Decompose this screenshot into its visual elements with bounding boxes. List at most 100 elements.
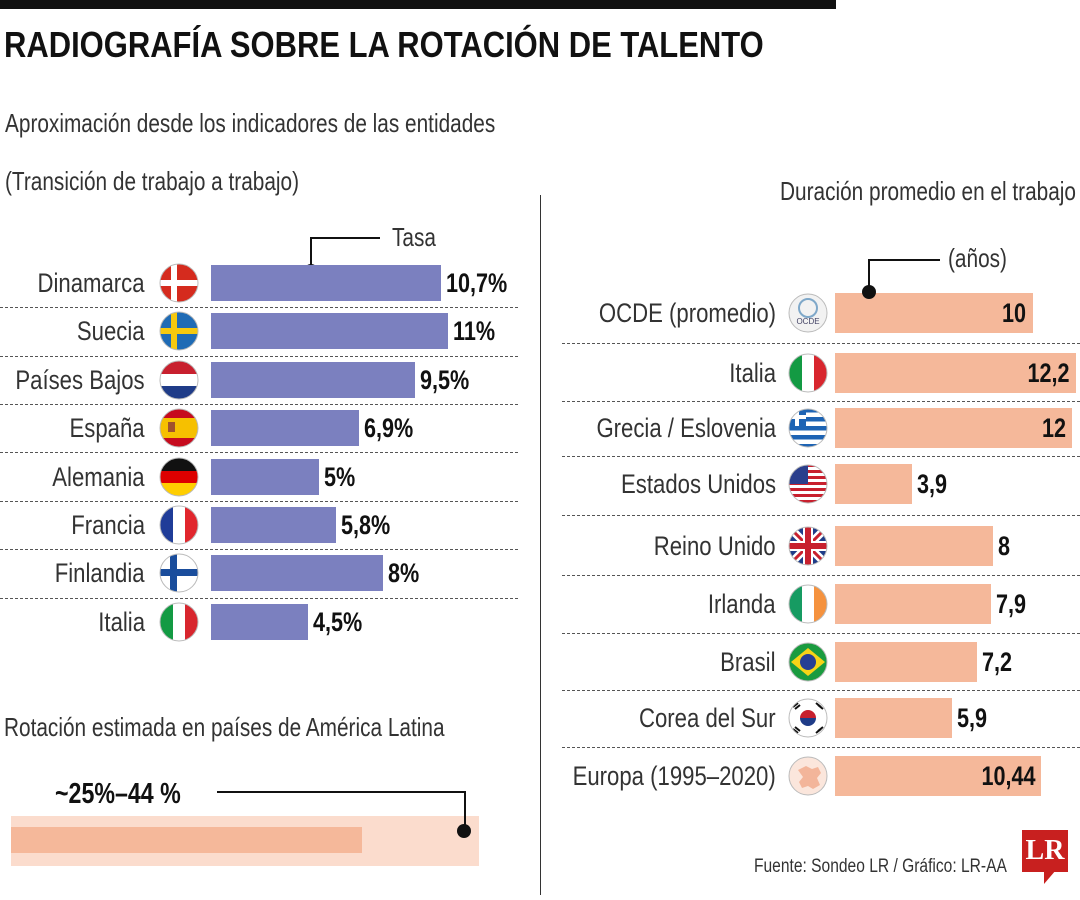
country-label: Finlandia — [55, 558, 145, 589]
latam-title: Rotación estimada en países de América L… — [4, 712, 445, 742]
flag-kr-icon — [788, 698, 828, 738]
country-label: Italia — [98, 606, 145, 637]
flag-br-icon — [788, 642, 828, 682]
country-label: Alemania — [52, 461, 145, 492]
bar — [835, 353, 1076, 393]
left-chart-title: Tasa — [392, 222, 436, 252]
country-label: Estados Unidos — [620, 469, 776, 499]
row-divider — [0, 549, 518, 551]
lr-logo-tail — [1044, 870, 1056, 884]
row-divider — [0, 355, 518, 357]
country-label: Irlanda — [708, 589, 776, 619]
row-divider — [562, 575, 1080, 576]
subtitle: Aproximación desde los indicadores de la… — [5, 108, 496, 138]
row-divider — [562, 343, 1080, 344]
svg-text:OCDE: OCDE — [796, 317, 819, 326]
value-label: 8 — [998, 531, 1011, 561]
country-label: Europa (1995–2020) — [572, 761, 776, 791]
divider — [540, 195, 541, 895]
latam-label: ~25%–44 % — [55, 778, 181, 810]
row-divider — [0, 307, 518, 309]
country-label: Francia — [71, 510, 145, 540]
country-label: Dinamarca — [37, 268, 145, 298]
value-label: 7,9 — [996, 589, 1027, 619]
row-divider — [562, 633, 1080, 634]
leader-line — [464, 791, 466, 829]
country-label: España — [69, 413, 145, 444]
value-label: 5% — [323, 461, 355, 492]
value-label: 3,9 — [917, 469, 948, 499]
bar — [211, 410, 360, 447]
leader-line — [310, 237, 380, 239]
row-divider — [0, 404, 518, 405]
flag-it-icon — [788, 353, 828, 393]
top-rule — [0, 0, 836, 9]
row-divider — [562, 456, 1080, 457]
value-label: 12,2 — [1027, 358, 1070, 388]
row-divider — [0, 452, 518, 454]
country-label: Italia — [729, 358, 776, 388]
value-label: 4,5% — [312, 606, 362, 637]
leader-dot — [862, 285, 876, 299]
leader-line — [217, 791, 464, 793]
flag-eu-icon — [788, 756, 828, 796]
country-label: Corea del Sur — [639, 703, 776, 733]
value-label: 10 — [1002, 298, 1027, 328]
country-label: Suecia — [77, 316, 145, 347]
flag-ocde-icon: OCDE — [788, 293, 828, 333]
country-label: Grecia / Eslovenia — [596, 413, 776, 443]
bar — [211, 313, 448, 350]
value-label: 9,5% — [420, 364, 470, 395]
right-chart-unit: (años) — [948, 243, 1007, 273]
bar — [211, 361, 416, 398]
flag-us-icon — [788, 464, 828, 504]
row-divider — [562, 400, 1080, 402]
country-label: Países Bajos — [15, 364, 145, 395]
bar — [835, 584, 992, 624]
page-title: RADIOGRAFÍA SOBRE LA ROTACIÓN DE TALENTO — [4, 24, 764, 65]
bar — [211, 603, 308, 640]
country-label: OCDE (promedio) — [598, 298, 776, 328]
value-label: 10,7% — [446, 268, 508, 298]
flag-gr-icon — [788, 408, 828, 448]
bar — [835, 642, 978, 682]
flag-es-icon — [159, 408, 199, 448]
leader-line — [310, 237, 312, 269]
leader-line — [868, 259, 940, 261]
leader-dot — [457, 824, 471, 838]
flag-nl-icon — [159, 360, 199, 400]
row-divider — [562, 747, 1080, 748]
bar — [835, 698, 952, 738]
flag-se-icon — [159, 311, 199, 351]
row-divider — [0, 597, 518, 599]
value-label: 10,44 — [981, 761, 1036, 791]
flag-it-icon — [159, 602, 199, 642]
bar — [835, 408, 1072, 448]
value-label: 5,9 — [956, 703, 987, 733]
lr-logo: LR — [1022, 830, 1068, 872]
row-divider — [0, 500, 518, 502]
right-chart-title: Duración promedio en el trabajo — [780, 176, 1076, 206]
flag-de-icon — [159, 457, 199, 497]
country-label: Reino Unido — [654, 531, 776, 561]
value-label: 6,9% — [364, 413, 414, 444]
bar — [211, 265, 442, 301]
flag-gb-icon — [788, 526, 828, 566]
bar — [211, 458, 319, 495]
latam-bar — [11, 827, 362, 853]
country-label: Brasil — [720, 647, 776, 677]
flag-fr-icon — [159, 505, 199, 545]
bar — [835, 526, 993, 566]
bar — [835, 293, 1033, 333]
value-label: 7,2 — [982, 647, 1013, 677]
bar — [835, 756, 1042, 796]
flag-fi-icon — [159, 553, 199, 593]
flag-dk-icon — [159, 263, 199, 303]
value-label: 5,8% — [340, 510, 390, 540]
bar — [835, 464, 913, 504]
value-label: 12 — [1041, 413, 1066, 443]
source-note: Fuente: Sondeo LR / Gráfico: LR-AA — [754, 856, 1007, 877]
row-divider — [562, 515, 1080, 516]
bar — [211, 507, 336, 543]
